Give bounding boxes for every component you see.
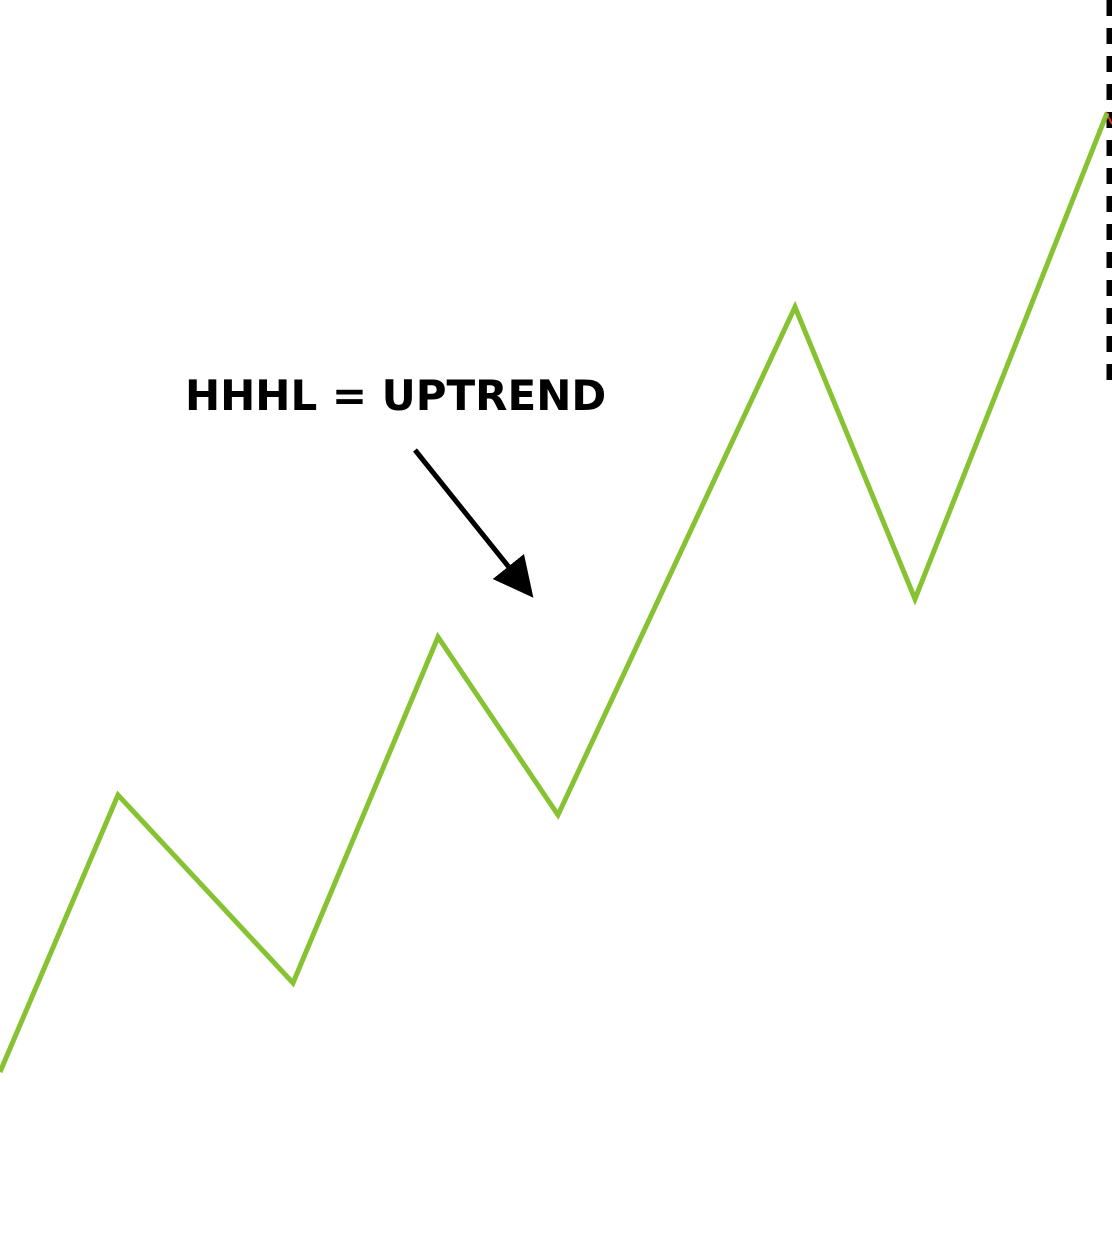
price-zigzag: [0, 112, 1110, 1073]
arrow: [413, 448, 534, 598]
annotation-text: HHHL = UPTREND: [185, 371, 606, 420]
